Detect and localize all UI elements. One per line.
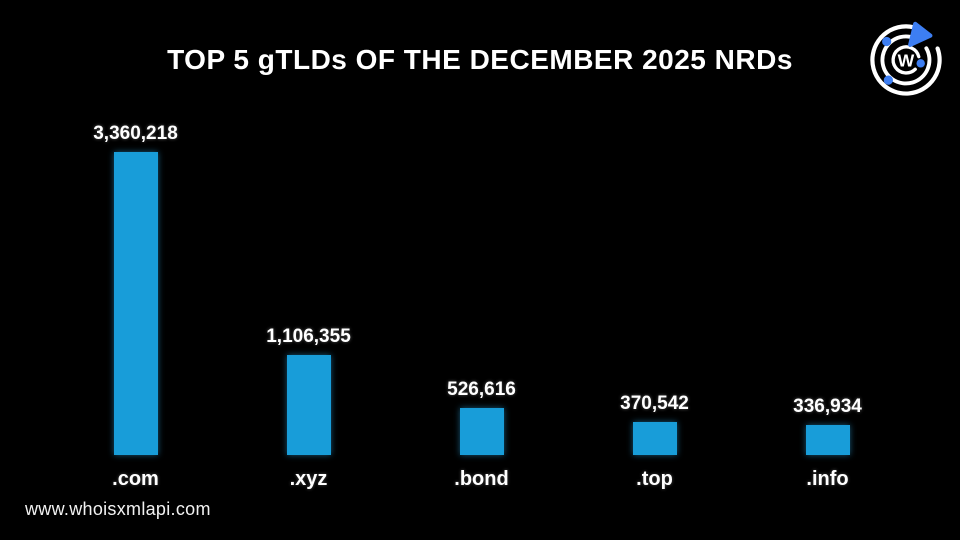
bar-bond [459,408,504,455]
bar-column-xyz: 1,106,355 [222,100,395,455]
logo-letter-w: W [898,51,915,71]
whoisxmlapi-logo: W [864,18,948,102]
bar-value-label: 526,616 [447,379,516,400]
bar-value-label: 1,106,355 [266,326,351,347]
bar-xyz [286,355,331,455]
category-label-info: .info [806,468,849,490]
logo-beacon-icon [908,21,933,47]
bar-column-bond: 526,616 [395,100,568,455]
bar-com [113,152,158,455]
category-label-xyz: .xyz [289,468,328,490]
bar-column-info: 336,934 [741,100,914,455]
category-label-com: .com [112,468,159,490]
bar-column-com: 3,360,218 [49,100,222,455]
bar-top [632,422,677,455]
bar-value-label: 3,360,218 [93,123,178,144]
footer-website-url: www.whoisxmlapi.com [25,499,211,519]
logo-dot-upper-left [882,36,892,47]
logo-dot-right [916,59,925,68]
bar-value-label: 336,934 [793,396,862,417]
bar-info [805,425,850,455]
category-label-top: .top [636,468,673,490]
category-label-bond: .bond [454,468,509,490]
logo-dot-lower-left [883,75,893,85]
bar-column-top: 370,542 [568,100,741,455]
category-axis: .com .xyz .bond .top .info [49,468,914,491]
whoisxmlapi-logo-icon: W [870,21,942,96]
bar-value-label: 370,542 [620,393,689,414]
chart-title: TOP 5 gTLDs OF THE DECEMBER 2025 NRDs [167,44,793,75]
bar-chart: 3,360,218 1,106,355 526,616 370,542 336,… [49,100,914,455]
